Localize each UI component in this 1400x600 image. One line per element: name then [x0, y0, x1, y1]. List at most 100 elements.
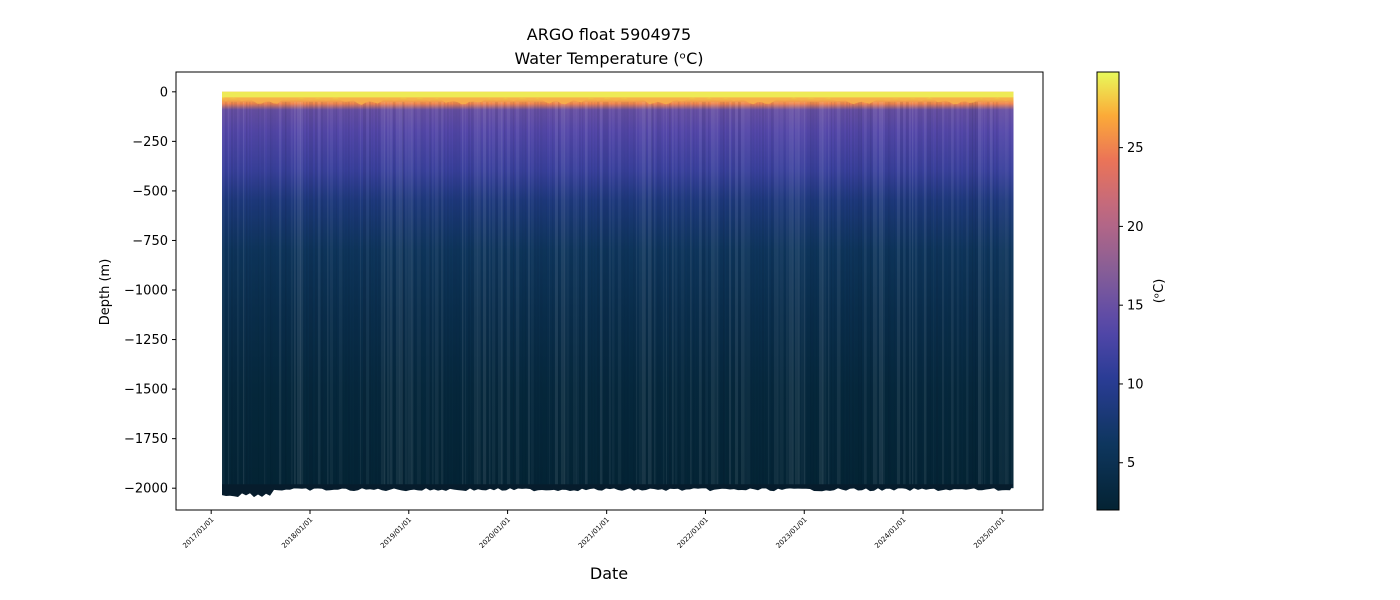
- texture-streak: [753, 101, 755, 489]
- texture-streak: [918, 101, 921, 489]
- texture-streak: [897, 101, 901, 489]
- texture-streak: [312, 101, 313, 489]
- plot-area-frame: [175, 71, 1044, 511]
- texture-streak: [825, 101, 827, 489]
- y-tick-label: −750: [132, 234, 168, 249]
- colorbar-tick-label: 5: [1127, 456, 1135, 471]
- y-axis-label: Depth (m): [98, 259, 113, 326]
- texture-streak: [330, 101, 333, 489]
- texture-streak: [393, 101, 396, 489]
- texture-streak: [795, 101, 799, 489]
- texture-streak: [525, 101, 527, 489]
- texture-streak: [618, 101, 622, 489]
- texture-streak: [666, 101, 667, 489]
- texture-streak: [645, 101, 647, 489]
- texture-streak: [465, 101, 467, 489]
- colorbar-tick-label: 25: [1127, 141, 1144, 156]
- texture-streak: [696, 102, 697, 488]
- texture-streak: [735, 101, 739, 489]
- texture-streak: [321, 101, 324, 489]
- texture-streak: [456, 101, 460, 489]
- x-tick-label: 2024/01/01: [873, 516, 907, 550]
- texture-streak: [801, 102, 804, 488]
- texture-streak: [942, 101, 944, 489]
- texture-streak: [447, 101, 449, 489]
- texture-streak: [873, 101, 877, 489]
- texture-streak: [306, 101, 308, 489]
- texture-streak: [678, 101, 680, 489]
- texture-streak: [342, 101, 345, 489]
- texture-streak: [774, 101, 778, 489]
- texture-streak: [252, 101, 255, 489]
- texture-streak: [627, 101, 629, 489]
- texture-streak: [1011, 102, 1013, 488]
- texture-streak: [327, 101, 329, 489]
- texture-streak: [981, 101, 983, 489]
- texture-streak: [657, 101, 660, 489]
- texture-streak: [765, 101, 767, 489]
- texture-streak: [597, 101, 600, 489]
- texture-streak: [594, 102, 595, 488]
- texture-streak: [789, 101, 793, 489]
- texture-streak: [507, 101, 511, 489]
- texture-streak: [303, 101, 305, 489]
- texture-streak: [492, 101, 496, 489]
- texture-streak: [690, 101, 692, 489]
- texture-streak: [630, 102, 633, 488]
- texture-streak: [591, 101, 593, 489]
- texture-streak: [222, 102, 225, 488]
- texture-streak: [339, 102, 343, 488]
- texture-streak: [534, 101, 537, 489]
- texture-streak: [336, 101, 338, 489]
- texture-streak: [963, 101, 967, 489]
- texture-streak: [435, 101, 439, 489]
- texture-streak: [474, 101, 478, 489]
- texture-streak: [279, 101, 282, 489]
- y-tick-label: −1750: [124, 432, 168, 447]
- texture-streak: [738, 101, 741, 489]
- texture-streak: [495, 101, 498, 489]
- texture-streak: [822, 101, 825, 489]
- texture-streak: [351, 102, 352, 488]
- texture-streak: [999, 101, 1002, 489]
- texture-streak: [318, 101, 321, 489]
- y-tick-label: −1250: [124, 333, 168, 348]
- texture-streak: [672, 101, 674, 489]
- texture-streak: [768, 101, 770, 489]
- texture-streak: [924, 101, 927, 489]
- texture-streak: [750, 101, 753, 489]
- texture-streak: [510, 102, 513, 488]
- texture-streak: [606, 101, 609, 489]
- texture-streak: [225, 101, 227, 489]
- texture-streak: [405, 101, 408, 489]
- texture-streak: [231, 101, 234, 489]
- texture-streak: [399, 101, 403, 489]
- texture-streak: [459, 102, 461, 488]
- texture-streak: [909, 101, 911, 489]
- texture-streak: [864, 101, 867, 489]
- texture-streak: [300, 101, 304, 489]
- texture-streak: [906, 101, 909, 489]
- texture-streak: [954, 101, 956, 489]
- texture-streak: [585, 101, 588, 489]
- texture-streak: [978, 101, 981, 489]
- texture-streak: [675, 102, 677, 488]
- texture-streak: [264, 101, 266, 489]
- texture-streak: [684, 101, 686, 489]
- texture-streak: [276, 102, 278, 488]
- texture-streak: [912, 101, 914, 489]
- texture-streak: [885, 101, 889, 489]
- texture-streak: [717, 101, 719, 489]
- texture-streak: [366, 101, 370, 489]
- texture-streak: [927, 101, 931, 489]
- texture-streak: [996, 101, 998, 489]
- texture-streak: [693, 101, 695, 489]
- texture-streak: [846, 101, 849, 489]
- texture-streak: [633, 101, 636, 489]
- texture-streak: [513, 101, 515, 489]
- texture-streak: [387, 101, 390, 489]
- texture-streak: [651, 101, 654, 489]
- x-tick-label: 2022/01/01: [676, 516, 710, 550]
- y-tick-label: −1000: [124, 284, 168, 299]
